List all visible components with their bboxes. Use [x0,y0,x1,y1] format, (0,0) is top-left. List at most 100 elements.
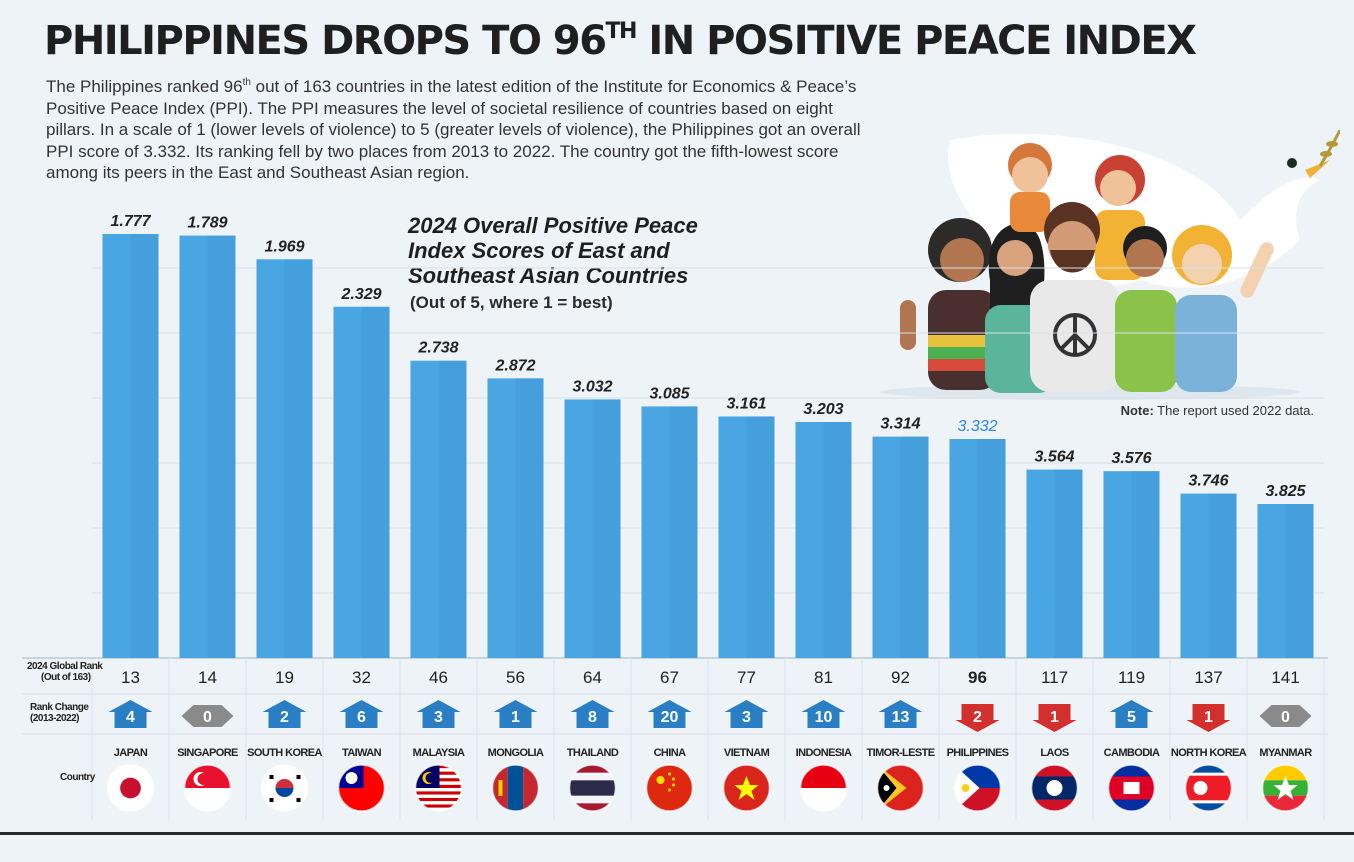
bar-shade [130,234,159,658]
country-name: JAPAN [114,747,148,759]
singapore-flag-icon [183,764,232,812]
rank-change-sublabel: (2013-2022) [30,713,79,724]
bar-shade [669,406,698,658]
bar-value-label: 3.564 [1034,449,1074,466]
person-icon [1172,225,1274,392]
headline: PHILIPPINES DROPS TO 96TH IN POSITIVE PE… [44,18,1197,64]
rank-change-value: 20 [661,709,679,726]
person-icon [1095,155,1145,280]
rank-change-value: 13 [892,709,910,726]
global-rank-value: 46 [429,668,448,687]
intro-part1: The Philippines ranked 96 [46,77,243,96]
rank-change-value: 1 [1204,709,1213,726]
rank-neutral-icon [1259,705,1312,727]
laos-flag-icon [1030,764,1079,812]
person-icon [1030,202,1120,392]
south-korea-flag-icon [260,764,309,812]
note: Note: The report used 2022 data. [1121,403,1314,418]
bar-shade [361,306,390,658]
bar [949,439,1006,658]
bar-value-label: 2.329 [340,286,381,303]
bar-value-label: 3.332 [957,418,997,435]
country-row-label: Country [60,772,95,783]
bar-chart: 1.777134JAPAN1.789140SINGAPORE1.969192SO… [22,213,1328,820]
rank-up-arrow-icon [878,700,923,728]
rank-up-arrow-icon [416,700,461,728]
bar [102,234,159,658]
bar-value-label: 3.576 [1111,450,1151,467]
bar-value-label: 3.746 [1188,473,1228,490]
dove-and-people-illustration [880,130,1340,400]
bar [872,436,929,658]
global-rank-value: 117 [1041,668,1068,687]
rank-up-arrow-icon [493,700,538,728]
mongolia-flag-icon [491,764,540,812]
intro-sup: th [242,77,251,88]
global-rank-value: 81 [814,668,833,687]
vietnam-flag-icon [722,764,771,812]
bar-shade [515,378,544,658]
bar-shade [1054,469,1083,658]
country-name: TIMOR-LESTE [867,747,935,759]
bar-shade [1285,504,1314,658]
rank-neutral-icon [181,705,234,727]
headline-main: PHILIPPINES DROPS TO 96 [44,18,607,64]
rank-change-value: 10 [815,709,833,726]
rank-change-value: 0 [203,709,212,726]
country-name: INDONESIA [796,747,852,759]
bar-shade [977,439,1006,658]
bar [179,235,236,658]
global-rank-value: 67 [660,668,679,687]
bar-value-label: 3.314 [880,416,920,433]
rank-change-value: 5 [1127,709,1136,726]
headline-sup: TH [605,19,638,44]
bar-value-label: 3.161 [726,395,766,412]
bar-shade [823,421,852,658]
thailand-flag-icon [568,764,617,812]
global-rank-value: 77 [737,668,756,687]
country-name: PHILIPPINES [947,747,1009,759]
bar [564,399,621,658]
rank-change-value: 0 [1281,709,1290,726]
bar-value-label: 1.969 [264,238,304,255]
country-name: MONGOLIA [488,747,544,759]
bar [333,306,390,658]
bar-shade [1131,471,1160,658]
cambodia-flag-icon [1107,764,1156,812]
country-name: NORTH KOREA [1171,747,1247,759]
bar-value-label: 1.777 [110,213,151,230]
rank-change-value: 2 [280,709,289,726]
chart-title: 2024 Overall Positive Peace Index Scores… [408,213,698,288]
indonesia-flag-icon [799,764,848,812]
global-rank-value: 137 [1194,668,1222,687]
person-icon [1008,143,1052,232]
rank-change-value: 1 [1050,709,1059,726]
country-name: MYANMAR [1259,747,1312,759]
bar-value-label: 3.085 [649,385,690,402]
bar [256,259,313,658]
chart-subtitle: (Out of 5, where 1 = best) [410,293,613,312]
global-rank-sublabel: (Out of 163) [41,672,91,683]
rank-up-arrow-icon [108,700,153,728]
rank-up-arrow-icon [1109,700,1154,728]
country-name: CHINA [654,747,686,759]
global-rank-value: 19 [275,668,294,687]
global-rank-value: 96 [968,668,987,687]
rank-up-arrow-icon [647,700,692,728]
global-rank-value: 13 [121,668,140,687]
bar-shade [900,436,929,658]
bottom-rule [0,832,1354,835]
country-name: SINGAPORE [177,747,238,759]
rank-change-row-label: Rank Change (2013-2022) [30,702,89,724]
rank-down-arrow-icon [1032,704,1077,732]
bar [487,378,544,658]
country-name: CAMBODIA [1104,747,1160,759]
bar-value-label: 2.738 [417,340,458,357]
rank-change-label: Rank Change [30,702,89,713]
rank-change-value: 6 [357,709,366,726]
country-name: THAILAND [567,747,619,759]
rank-change-value: 2 [973,709,982,726]
person-icon [900,218,998,390]
global-rank-value: 141 [1271,668,1299,687]
rank-change-value: 4 [126,709,135,726]
